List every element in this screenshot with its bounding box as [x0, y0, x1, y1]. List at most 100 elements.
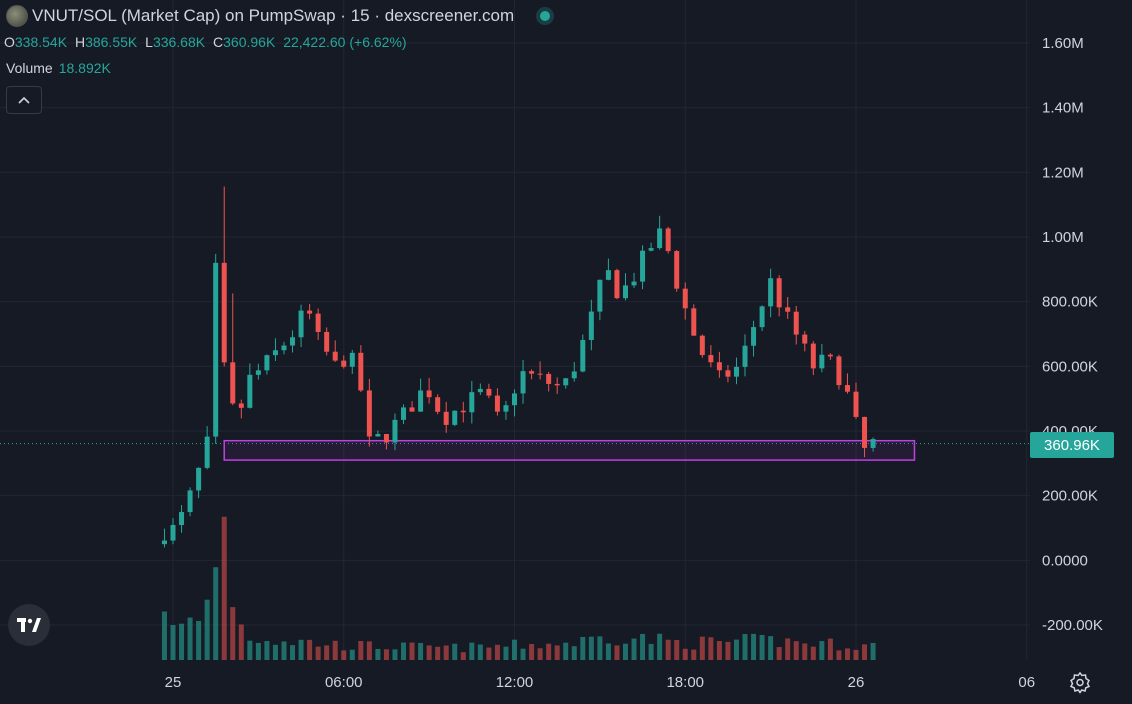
candle-body — [204, 436, 210, 468]
volume-bar — [793, 641, 799, 660]
candle-body — [520, 371, 526, 394]
volume-bar — [546, 643, 552, 660]
volume-bar — [460, 652, 466, 660]
volume-bar — [870, 642, 876, 660]
volume-bar — [341, 650, 347, 660]
volume-bar — [324, 645, 330, 660]
volume-bar — [358, 641, 364, 660]
volume-bar — [648, 643, 654, 660]
price-tick-label: 1.40M — [1042, 100, 1084, 117]
volume-bar — [230, 607, 236, 660]
volume-bar — [614, 645, 620, 660]
candle-body — [452, 410, 458, 425]
price-tick-label: 1.20M — [1042, 164, 1084, 181]
candle-body — [793, 311, 799, 335]
candle-body — [597, 279, 603, 312]
settings-gear-icon[interactable] — [1068, 670, 1092, 694]
low-label: L — [145, 34, 153, 50]
volume-bar — [810, 646, 816, 660]
candle-body — [366, 390, 372, 437]
live-status-icon — [540, 11, 551, 21]
volume-bar — [401, 642, 407, 660]
volume-bars — [161, 516, 876, 660]
volume-bar — [503, 646, 509, 660]
candle-body — [426, 390, 432, 398]
volume-bar — [802, 643, 808, 660]
candle-body — [290, 337, 296, 346]
candle-body — [281, 345, 287, 351]
volume-bar — [682, 648, 688, 660]
volume-bar — [785, 638, 791, 660]
price-tick-label: 1.60M — [1042, 35, 1084, 52]
volume-bar — [315, 646, 321, 660]
candle-body — [785, 307, 791, 312]
volume-bar — [512, 639, 517, 660]
volume-bar — [827, 638, 833, 660]
price-tick-label: 0.0000 — [1042, 552, 1088, 569]
volume-bar — [290, 645, 296, 660]
volume-bar — [563, 642, 569, 660]
volume-bar — [657, 633, 663, 660]
price-axis[interactable]: -200.00K0.0000200.00K400.00K600.00K800.0… — [1042, 35, 1103, 634]
price-tick-label: 600.00K — [1042, 358, 1098, 375]
volume-bar — [716, 641, 722, 660]
volume-bar — [409, 642, 415, 660]
candle-body — [179, 512, 185, 525]
volume-bar — [742, 634, 748, 660]
volume-bar — [281, 641, 287, 660]
chart-title: VNUT/SOL (Market Cap) on PumpSwap · 15 ·… — [32, 6, 515, 25]
volume-bar — [221, 516, 227, 660]
collapse-legend-button[interactable] — [6, 86, 42, 114]
candle-body — [238, 403, 244, 408]
volume-bar — [477, 644, 483, 660]
price-tick-label: 200.00K — [1042, 488, 1098, 505]
token-logo-icon — [6, 5, 28, 27]
candle-body — [605, 270, 611, 280]
volume-bar — [298, 639, 304, 660]
volume-bar — [238, 624, 244, 660]
price-tick-label: 800.00K — [1042, 294, 1098, 311]
candle-body — [537, 373, 543, 375]
volume-bar — [622, 643, 628, 660]
candle-body — [862, 416, 868, 448]
tradingview-logo-icon[interactable] — [8, 604, 50, 646]
price-tick-label: -200.00K — [1042, 617, 1103, 634]
time-axis[interactable]: 25 06:00 12:00 18:00 26 06 — [165, 674, 1035, 691]
volume-bar — [349, 649, 355, 660]
volume-bar — [853, 649, 859, 660]
candle-body — [375, 434, 381, 437]
candle-body — [264, 355, 270, 371]
candle-body — [802, 334, 808, 344]
candle-body — [776, 278, 782, 308]
volume-bar — [247, 640, 253, 660]
candle-body — [640, 250, 646, 282]
volume-bar — [571, 646, 577, 660]
candle-body — [870, 439, 876, 448]
volume-bar — [494, 644, 500, 660]
volume-bar — [768, 636, 774, 660]
time-tick-label: 26 — [848, 674, 865, 691]
volume-bar — [179, 623, 185, 660]
candle-body — [298, 310, 304, 338]
volume-bar — [375, 648, 381, 660]
candle-body — [853, 391, 859, 417]
volume-bar — [452, 643, 458, 660]
candle-body — [324, 331, 330, 352]
candle-body — [341, 360, 347, 367]
candle-body — [401, 407, 407, 420]
time-tick-label: 18:00 — [666, 674, 704, 691]
candle-body — [699, 335, 705, 356]
volume-bar — [187, 617, 193, 660]
candle-body — [682, 288, 688, 309]
candle-body — [272, 350, 278, 356]
volume-bar — [418, 642, 424, 660]
volume-bar — [264, 641, 270, 660]
open-label: O — [4, 34, 15, 50]
candle-body — [477, 388, 483, 393]
candle-body — [563, 378, 569, 386]
candle-body — [716, 362, 722, 371]
candle-body — [708, 355, 714, 363]
high-value: 386.55K — [85, 34, 138, 50]
candle-body — [247, 374, 253, 408]
